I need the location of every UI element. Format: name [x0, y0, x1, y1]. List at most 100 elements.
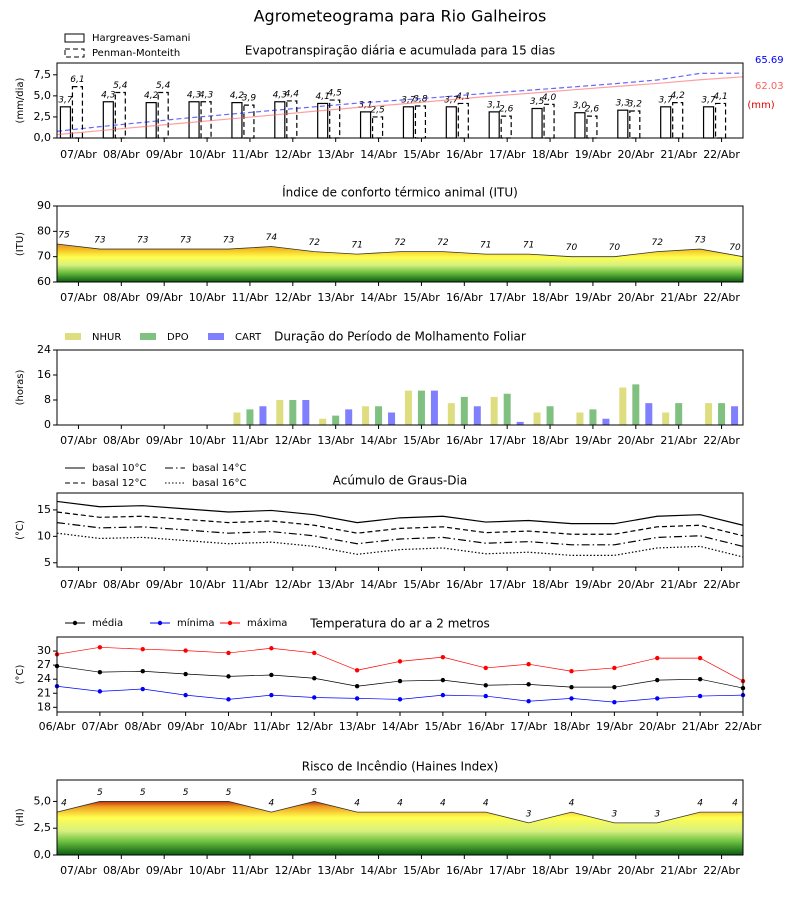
x-tick-label: 15/Abr: [403, 148, 440, 161]
legend-label: CART: [235, 332, 262, 343]
x-tick-label: 18/Abr: [532, 148, 569, 161]
bar-value-label: 3,1: [487, 100, 501, 110]
x-tick-label: 12/Abr: [296, 720, 333, 733]
bar: [259, 406, 267, 425]
point-value-label: 3: [526, 809, 532, 819]
bar: [276, 400, 284, 425]
y-axis-label: (horas): [15, 370, 26, 406]
point-value-label: 4: [697, 799, 703, 809]
point-marker: [226, 697, 231, 702]
x-tick-label: 12/Abr: [274, 148, 311, 161]
bar: [546, 406, 554, 425]
chart-title: Duração do Período de Molhamento Foliar: [274, 330, 526, 344]
x-tick-label: 14/Abr: [360, 148, 397, 161]
x-tick-label: 10/Abr: [189, 148, 226, 161]
x-tick-label: 20/Abr: [617, 291, 654, 304]
point-value-label: 72: [394, 238, 406, 248]
point-value-label: 4: [483, 799, 489, 809]
x-tick-label: 11/Abr: [253, 720, 290, 733]
bar: [714, 102, 727, 139]
bar: [672, 102, 684, 139]
x-tick-label: 14/Abr: [360, 434, 397, 447]
point-marker: [440, 692, 446, 698]
x-tick-label: 12/Abr: [274, 291, 311, 304]
bar: [576, 412, 584, 425]
x-tick-label: 08/Abr: [103, 148, 140, 161]
bar-value-label: 3,7: [58, 95, 73, 105]
x-tick-label: 18/Abr: [532, 578, 569, 591]
area-fill: [57, 244, 743, 282]
point-marker: [269, 692, 274, 698]
series-line: [56, 511, 744, 537]
bar: [718, 403, 726, 425]
bar-value-label: 4,1: [316, 92, 330, 102]
bar: [231, 102, 243, 139]
bar: [574, 112, 586, 139]
legend-key: [208, 333, 224, 340]
x-tick-label: 07/Abr: [60, 864, 97, 877]
x-tick-label: 16/Abr: [446, 148, 483, 161]
x-tick-label: 22/Abr: [703, 434, 740, 447]
legend-label: DPO: [167, 332, 189, 343]
legend-key: [64, 33, 85, 43]
bar: [660, 106, 672, 139]
point-value-label: 73: [137, 236, 149, 246]
legend-label: máxima: [247, 617, 287, 629]
series-line: [56, 500, 744, 526]
plot-frame: [56, 636, 744, 713]
x-tick-label: 14/Abr: [360, 291, 397, 304]
y-tick-label: 27: [37, 658, 51, 671]
bar-value-label: 3,3: [616, 99, 631, 109]
plot-frame: [56, 779, 744, 856]
bar-value-label: 2,6: [499, 105, 514, 115]
point-value-label: 72: [309, 238, 321, 248]
x-tick-label: 17/Abr: [489, 864, 526, 877]
y-tick-label: 0,0: [34, 131, 52, 144]
x-tick-label: 11/Abr: [232, 434, 269, 447]
x-tick-label: 11/Abr: [232, 291, 269, 304]
point-value-label: 72: [652, 238, 664, 248]
bar: [145, 102, 157, 139]
bar: [675, 403, 683, 425]
bar: [460, 396, 468, 425]
x-tick-label: 14/Abr: [360, 578, 397, 591]
bar: [200, 101, 212, 139]
y-tick-label: 90: [37, 199, 51, 212]
y-tick-label: 18: [37, 700, 51, 713]
y-tick-label: 30: [37, 644, 51, 657]
point-value-label: 5: [183, 788, 189, 798]
x-tick-label: 16/Abr: [446, 864, 483, 877]
bar-value-label: 4,2: [671, 91, 686, 101]
point-value-label: 3: [612, 809, 618, 819]
bar: [375, 406, 383, 425]
x-tick-label: 10/Abr: [210, 720, 247, 733]
point-marker: [397, 659, 403, 664]
y-tick-label: 0,0: [34, 848, 52, 861]
y-tick-label: 8: [44, 393, 51, 406]
point-value-label: 71: [480, 241, 491, 251]
point-value-label: 73: [180, 236, 192, 246]
accumulated-line: [56, 72, 744, 132]
y-tick-label: 5,0: [34, 89, 52, 102]
x-tick-label: 17/Abr: [510, 720, 547, 733]
x-tick-label: 15/Abr: [403, 578, 440, 591]
legend-key: [140, 333, 156, 340]
point-value-label: 70: [566, 243, 578, 253]
y-tick-label: 10: [37, 529, 51, 542]
point-value-label: 4: [397, 799, 403, 809]
series-line: [56, 522, 744, 547]
bar-value-label: 3,5: [530, 97, 545, 107]
bar-value-label: 4,3: [273, 90, 288, 100]
bar: [731, 406, 739, 425]
point-marker: [526, 682, 531, 687]
point-marker: [697, 693, 703, 699]
x-tick-label: 22/Abr: [703, 864, 740, 877]
point-marker: [140, 669, 145, 674]
x-tick-label: 21/Abr: [660, 864, 697, 877]
point-marker: [655, 677, 660, 683]
point-marker: [569, 684, 574, 690]
bar: [586, 115, 598, 139]
bar-value-label: 3,7: [701, 95, 716, 105]
x-tick-label: 15/Abr: [403, 291, 440, 304]
x-tick-label: 07/Abr: [60, 148, 97, 161]
